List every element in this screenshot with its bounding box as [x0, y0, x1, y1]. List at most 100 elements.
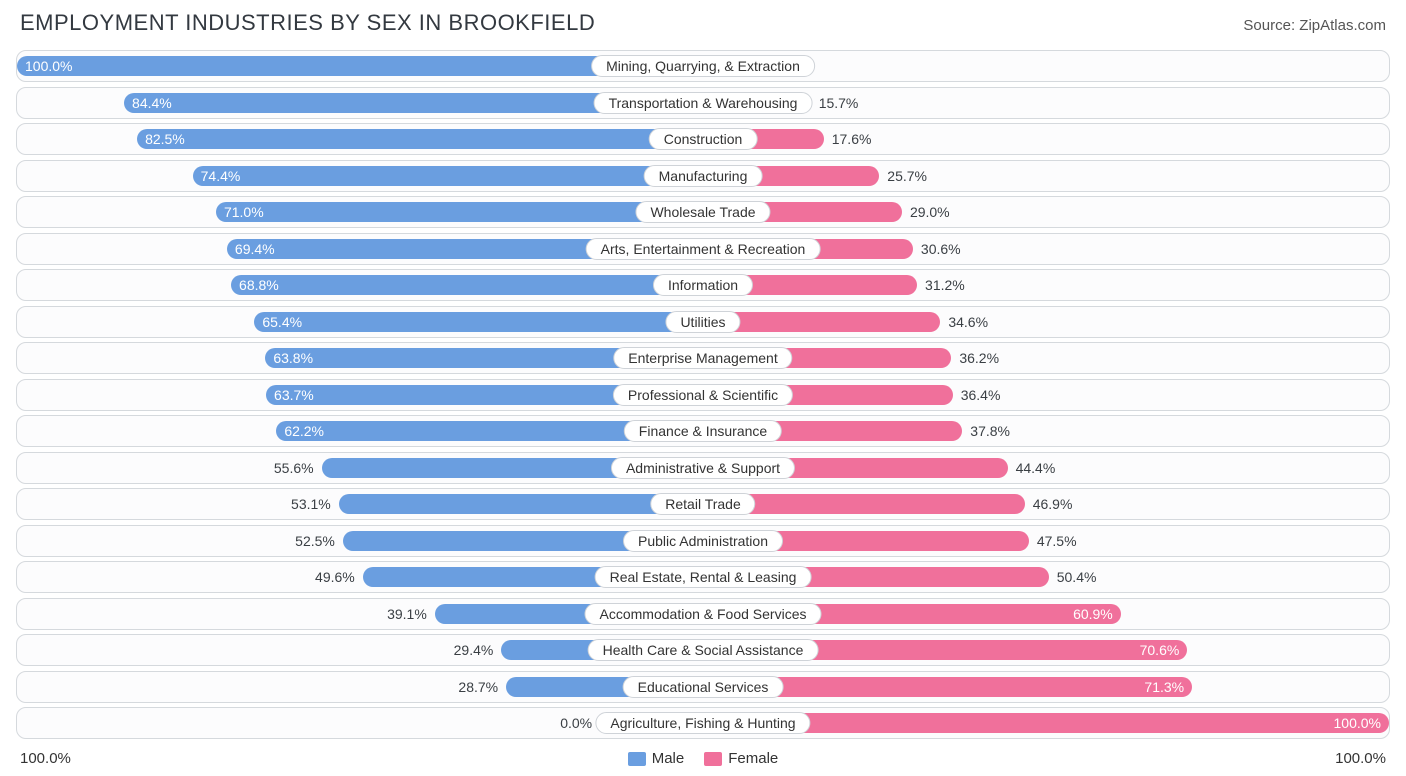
female-half: 47.5%: [703, 526, 1389, 556]
male-value: 63.8%: [265, 350, 321, 366]
male-half: 53.1%: [17, 489, 703, 519]
chart-row: 84.4% 15.7%Transportation & Warehousing: [16, 87, 1390, 119]
category-label: Professional & Scientific: [613, 384, 793, 406]
chart-row: 63.7% 36.4% Professional & Scientific: [16, 379, 1390, 411]
male-value: 74.4%: [193, 168, 249, 184]
male-value: 84.4%: [124, 95, 180, 111]
legend: Male Female: [628, 750, 779, 767]
category-label: Utilities: [665, 311, 740, 333]
chart-row: 0.0%100.0%Agriculture, Fishing & Hunting: [16, 707, 1390, 739]
female-value: 71.3%: [1136, 679, 1192, 695]
male-half: 82.5%: [17, 124, 703, 154]
category-label: Mining, Quarrying, & Extraction: [591, 55, 815, 77]
chart-footer: 100.0% Male Female 100.0%: [16, 744, 1390, 767]
chart-title: EMPLOYMENT INDUSTRIES BY SEX IN BROOKFIE…: [20, 10, 595, 36]
legend-female-label: Female: [728, 750, 778, 767]
chart-source: Source: ZipAtlas.com: [1243, 17, 1386, 34]
male-value: 39.1%: [379, 606, 435, 622]
chart-row: 62.2%37.8%Finance & Insurance: [16, 415, 1390, 447]
female-value: 36.4%: [953, 387, 1009, 403]
chart-row: 53.1% 46.9% Retail Trade: [16, 488, 1390, 520]
female-half: 46.9%: [703, 489, 1389, 519]
chart-row: 49.6% 50.4% Real Estate, Rental & Leasing: [16, 561, 1390, 593]
male-bar: 68.8%: [231, 275, 703, 295]
female-half: 37.8%: [703, 416, 1389, 446]
chart-row: 100.0%0.0%Mining, Quarrying, & Extractio…: [16, 50, 1390, 82]
male-value: 49.6%: [307, 569, 363, 585]
male-bar: 65.4%: [254, 312, 703, 332]
male-bar: 74.4%: [193, 166, 703, 186]
legend-male: Male: [628, 750, 685, 767]
female-half: 44.4%: [703, 453, 1389, 483]
female-value: 50.4%: [1049, 569, 1105, 585]
category-label: Real Estate, Rental & Leasing: [595, 566, 812, 588]
male-half: 63.7%: [17, 380, 703, 410]
female-half: 29.0%: [703, 197, 1389, 227]
female-half: 31.2%: [703, 270, 1389, 300]
category-label: Information: [653, 274, 753, 296]
male-value: 28.7%: [450, 679, 506, 695]
category-label: Accommodation & Food Services: [585, 603, 822, 625]
category-label: Retail Trade: [650, 493, 755, 515]
female-value: 70.6%: [1132, 642, 1188, 658]
female-swatch-icon: [704, 752, 722, 766]
male-value: 29.4%: [446, 642, 502, 658]
male-value: 71.0%: [216, 204, 272, 220]
chart-row: 39.1% 60.9% Accommodation & Food Services: [16, 598, 1390, 630]
category-label: Transportation & Warehousing: [594, 92, 813, 114]
chart-row: 82.5% 17.6% Construction: [16, 123, 1390, 155]
male-bar: 82.5%: [137, 129, 703, 149]
female-half: 71.3%: [703, 672, 1389, 702]
female-value: 15.7%: [811, 95, 867, 111]
chart-row: 28.7% 71.3% Educational Services: [16, 671, 1390, 703]
female-value: 30.6%: [913, 241, 969, 257]
category-label: Public Administration: [623, 530, 783, 552]
category-label: Construction: [649, 128, 758, 150]
male-value: 82.5%: [137, 131, 193, 147]
female-value: 31.2%: [917, 277, 973, 293]
male-half: 52.5%: [17, 526, 703, 556]
male-half: 74.4%: [17, 161, 703, 191]
category-label: Administrative & Support: [611, 457, 795, 479]
source-link[interactable]: ZipAtlas.com: [1299, 17, 1386, 34]
male-bar: 71.0%: [216, 202, 703, 222]
male-value: 63.7%: [266, 387, 322, 403]
male-value: 53.1%: [283, 496, 339, 512]
chart-row: 52.5% 47.5% Public Administration: [16, 525, 1390, 557]
male-half: 63.8%: [17, 343, 703, 373]
female-value: 100.0%: [1326, 715, 1389, 731]
category-label: Educational Services: [623, 676, 784, 698]
male-value: 65.4%: [254, 314, 310, 330]
female-half: 25.7%: [703, 161, 1389, 191]
legend-male-label: Male: [652, 750, 685, 767]
legend-female: Female: [704, 750, 778, 767]
female-value: 37.8%: [962, 423, 1018, 439]
source-prefix: Source:: [1243, 17, 1299, 34]
male-half: 62.2%: [17, 416, 703, 446]
female-value: 60.9%: [1065, 606, 1121, 622]
category-label: Arts, Entertainment & Recreation: [586, 238, 821, 260]
diverging-bar-chart: 100.0% 0.0% Mining, Quarrying, & Extractio…: [16, 50, 1390, 739]
male-value: 52.5%: [287, 533, 343, 549]
chart-row: 63.8%36.2%Enterprise Management: [16, 342, 1390, 374]
male-swatch-icon: [628, 752, 646, 766]
male-value: 68.8%: [231, 277, 287, 293]
female-half: 34.6%: [703, 307, 1389, 337]
female-value: 17.6%: [824, 131, 880, 147]
male-value: 69.4%: [227, 241, 283, 257]
chart-header: EMPLOYMENT INDUSTRIES BY SEX IN BROOKFIE…: [16, 10, 1390, 50]
male-value: 0.0%: [552, 715, 600, 731]
chart-row: 68.8% 31.2% Information: [16, 269, 1390, 301]
female-half: 36.2%: [703, 343, 1389, 373]
chart-row: 55.6% 44.4%Administrative & Support: [16, 452, 1390, 484]
female-value: 47.5%: [1029, 533, 1085, 549]
male-value: 62.2%: [276, 423, 332, 439]
female-value: 29.0%: [902, 204, 958, 220]
female-value: 46.9%: [1025, 496, 1081, 512]
axis-right-max: 100.0%: [1335, 750, 1386, 767]
male-value: 100.0%: [17, 58, 80, 74]
female-half: 36.4%: [703, 380, 1389, 410]
male-value: 55.6%: [266, 460, 322, 476]
category-label: Wholesale Trade: [635, 201, 770, 223]
axis-left-max: 100.0%: [20, 750, 71, 767]
